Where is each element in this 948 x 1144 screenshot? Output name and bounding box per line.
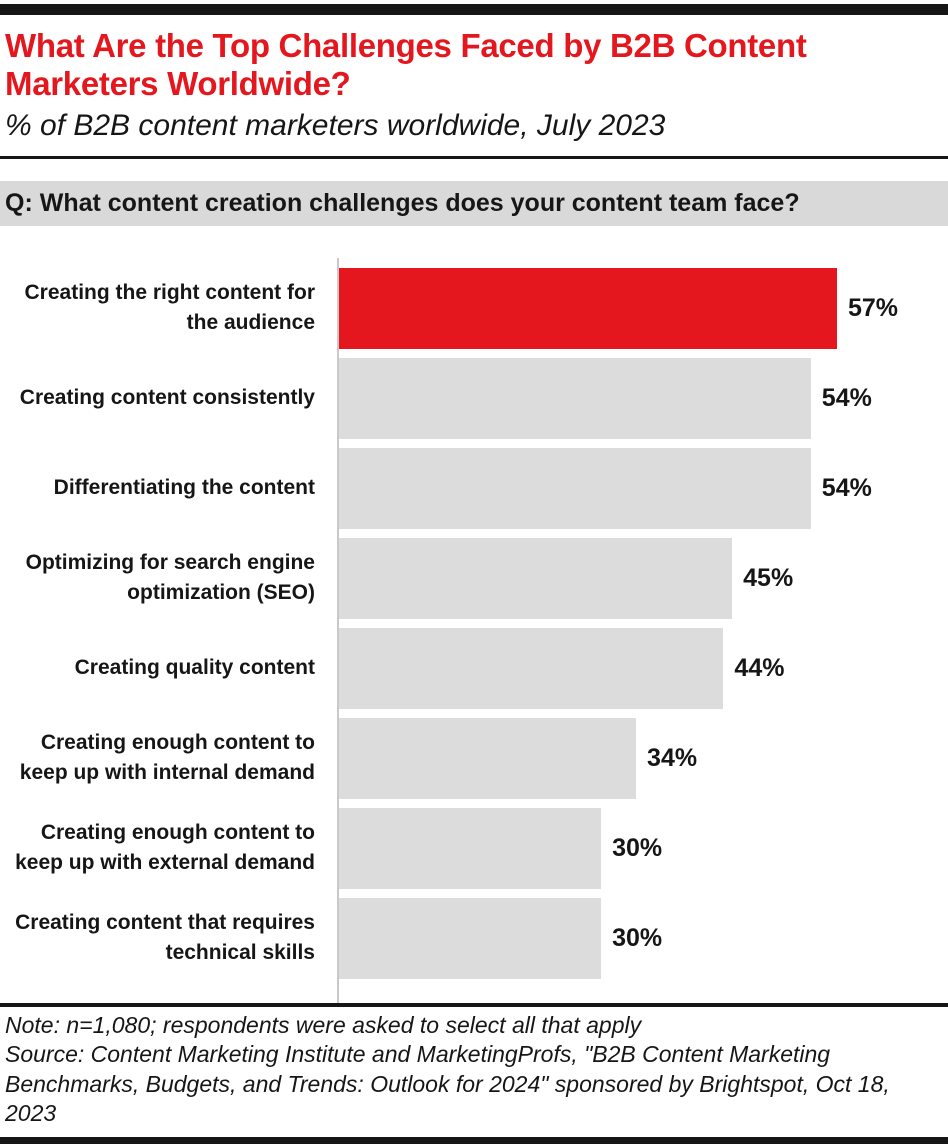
bar-track: 54% [337,443,948,533]
question-banner: Q: What content creation challenges does… [0,181,948,227]
chart-bottom-rule [0,1003,948,1008]
value-label: 30% [612,833,663,862]
bar [339,267,837,349]
bar [339,627,724,709]
bar-track: 57% [337,263,948,353]
footer-divider-rule [0,1137,948,1144]
value-label: 54% [821,383,872,412]
footnotes-block: Note: n=1,080; respondents were asked to… [0,1007,948,1134]
value-label: 44% [734,653,785,682]
bar-track: 30% [337,803,948,893]
bar-row: Creating enough content to keep up with … [0,713,948,803]
category-label: Creating enough content to keep up with … [15,821,315,875]
value-label: 34% [647,743,698,772]
bar-track: 54% [337,353,948,443]
category-label: Differentiating the content [53,476,315,500]
bar [339,357,811,439]
bar-row: Creating the right content for the audie… [0,263,948,353]
bar-track: 44% [337,623,948,713]
value-label: 57% [848,293,899,322]
bar [339,897,602,979]
category-label: Creating enough content to keep up with … [19,731,315,785]
y-axis-line [337,258,339,1004]
bar-track: 30% [337,893,948,983]
value-label: 30% [612,923,663,952]
top-black-bar [0,4,948,15]
bar-row: Creating enough content to keep up with … [0,803,948,893]
horizontal-bar-chart: Creating the right content for the audie… [0,258,948,1004]
chart-title: What Are the Top Challenges Faced by B2B… [5,27,807,102]
bar-track: 45% [337,533,948,623]
source-text: Source: Content Marketing Institute and … [5,1041,890,1126]
bar-row: Creating quality content 44% [0,623,948,713]
category-label: Optimizing for search engine optimizatio… [25,551,315,605]
bar [339,807,602,889]
chart-subtitle: % of B2B content marketers worldwide, Ju… [5,109,666,143]
bar [339,537,733,619]
bar [339,447,811,529]
bar-row: Creating content that requires technical… [0,893,948,983]
note-text: Note: n=1,080; respondents were asked to… [5,1012,642,1039]
bar-row: Differentiating the content 54% [0,443,948,533]
category-label: Creating content consistently [19,386,315,410]
value-label: 45% [743,563,794,592]
bar [339,717,637,799]
category-label: Creating the right content for the audie… [24,281,316,335]
bar-row: Optimizing for search engine optimizatio… [0,533,948,623]
value-label: 54% [821,473,872,502]
category-label: Creating content that requires technical… [15,911,315,965]
header-divider-rule [0,156,948,160]
bar-track: 34% [337,713,948,803]
category-label: Creating quality content [74,656,315,680]
question-text: Q: What content creation challenges does… [5,189,800,218]
bar-row: Creating content consistently 54% [0,353,948,443]
